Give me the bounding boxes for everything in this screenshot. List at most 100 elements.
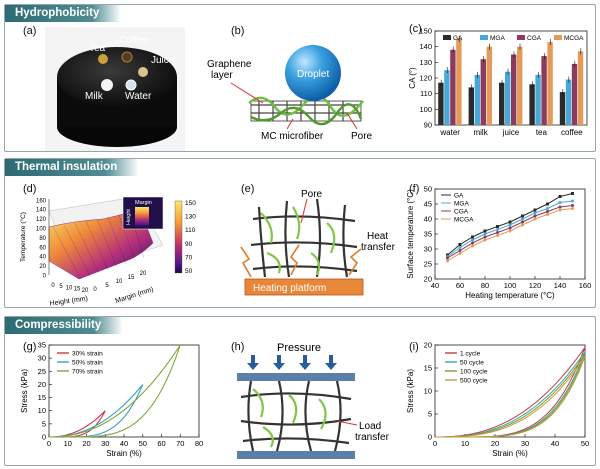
label-milk: Milk (85, 91, 104, 102)
data-point (533, 217, 537, 221)
tea-droplet (98, 54, 108, 64)
x-tick-label: 0 (47, 439, 51, 448)
data-point (508, 220, 512, 224)
panel-label-f: (f) (409, 183, 420, 195)
y-tick-label: 20 (424, 275, 432, 284)
inset-margin-label: Margin (135, 200, 152, 206)
data-point (446, 256, 449, 260)
microfiber-label: MC microfiber (261, 131, 324, 142)
bar (456, 38, 462, 126)
x-axis-label: Strain (%) (492, 449, 528, 458)
bar (541, 56, 547, 125)
y-tick-label: 30 (38, 354, 46, 363)
bar (505, 71, 511, 125)
heat-label-line: transfer (361, 242, 396, 253)
top-plate (237, 373, 355, 381)
y-tick-label: 100 (419, 105, 432, 114)
graphene-fiber-1 (248, 95, 364, 117)
bar (517, 46, 523, 125)
z-tick-label: 60 (39, 245, 46, 251)
y-axis-label: Surface temperature (°C) (406, 189, 415, 279)
legend-label: 50% strain (72, 360, 103, 367)
x-tick-label: 60 (456, 281, 464, 290)
pressure-label: Pressure (277, 342, 321, 354)
x-tick-label: 10 (461, 439, 469, 448)
pore-arrow (346, 112, 358, 130)
y-tick-label: 40 (424, 215, 432, 224)
data-point (458, 249, 462, 252)
data-point (483, 238, 487, 242)
data-point (508, 226, 512, 230)
legend-label: CGA (527, 35, 542, 42)
colorbar-tick-label: 110 (185, 227, 196, 234)
colorbar (174, 200, 183, 274)
legend-label: 50 cycle (460, 360, 484, 367)
bar (535, 74, 541, 125)
z-tick-label: 120 (36, 217, 47, 223)
z-axis-label: Temperature (°C) (19, 212, 27, 262)
x-tick-label: 0 (51, 283, 55, 289)
section-title: Compressibility (5, 317, 124, 334)
x-tick-label: tea (536, 128, 548, 137)
data-point (571, 192, 574, 195)
z-tick-label: 140 (36, 208, 47, 214)
colorbar-tick-label: 130 (185, 214, 196, 221)
x-tick-label: coffee (561, 128, 583, 137)
panel-label-d: (d) (23, 183, 37, 195)
section-thermal: Thermal insulation (d) 0 20 40 60 80 100 120 14… (4, 158, 596, 308)
z-tick-label: 100 (36, 227, 47, 233)
chart-g: 0 10 20 30 40 50 60 70 80 0 5 10 15 20 25 30 35 Strain (%… (20, 341, 203, 459)
data-point (496, 234, 499, 237)
data-point (458, 243, 462, 246)
data-point (483, 235, 487, 239)
data-point (558, 195, 562, 198)
microfiber-arrow (286, 118, 294, 130)
section-hydrophobicity: Hydrophobicity (a) Tea Coffee Juice Milk… (4, 4, 596, 152)
y-axis-label: Margin (mm) (115, 286, 155, 305)
x-tick-label: 10 (66, 285, 73, 291)
thermal-inset-sample (135, 207, 149, 227)
x-tick-label: 40 (431, 281, 439, 290)
y-tick-label: 130 (419, 58, 432, 67)
section-title: Hydrophobicity (5, 5, 122, 22)
x-tick-label: 0 (433, 439, 437, 448)
bar (511, 54, 517, 125)
y-axis-label: Stress (kPa) (406, 369, 415, 413)
bar (559, 92, 566, 125)
data-point (546, 210, 549, 213)
x-tick-label: 30 (101, 439, 109, 448)
panel-label-e: (e) (241, 183, 255, 195)
y-tick-label: 20 (38, 380, 46, 389)
schematic-b: Droplet Graphene layer MC microfiber Pore (207, 45, 373, 142)
x-tick-label: 50 (139, 439, 147, 448)
legend-label: CGA (454, 209, 469, 216)
graphene-coating (252, 388, 327, 448)
z-tick-label: 20 (39, 264, 46, 270)
legend-label: 100 cycle (460, 369, 488, 376)
x-tick-label: 40 (551, 439, 559, 448)
load-label-line: transfer (355, 432, 390, 443)
chart-f: 40 60 80 100 120 140 160 20 25 30 35 40 45 50 Heating … (406, 185, 591, 301)
y-tick-label: 5 (105, 283, 109, 289)
bar (571, 63, 578, 125)
y-tick-label: 120 (419, 74, 432, 83)
heat-label-line: Heat (367, 231, 388, 242)
legend-label: 70% strain (72, 369, 103, 376)
photo-a: Tea Coffee Juice Milk Water (45, 27, 185, 151)
x-tick-label: 40 (120, 439, 128, 448)
bar (486, 46, 492, 125)
data-point (471, 244, 474, 248)
x-tick-label: 20 (491, 439, 499, 448)
data-point (508, 223, 512, 227)
data-point (521, 220, 524, 224)
legend-swatch (443, 35, 451, 40)
x-tick-label: 60 (157, 439, 165, 448)
hysteresis-loop (48, 384, 144, 438)
y-tick-label: 50 (424, 185, 432, 194)
heating-platform (244, 278, 364, 296)
bar (438, 82, 444, 125)
x-axis-label: Heating temperature (°C) (465, 291, 555, 300)
legend-label: MGA (490, 35, 505, 42)
